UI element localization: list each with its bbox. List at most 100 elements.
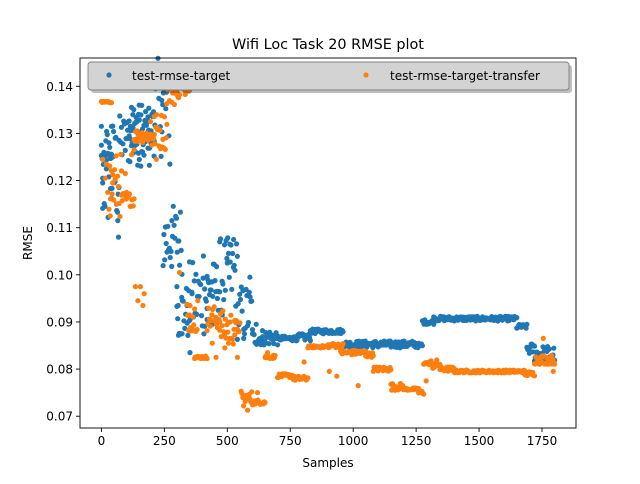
legend: test-rmse-target test-rmse-target-transf… [87,61,572,93]
data-point [225,235,231,241]
y-tick-label: 0.10 [46,268,73,282]
data-point [117,113,123,119]
data-point [175,302,181,309]
data-point [419,343,425,349]
x-tick-label: 250 [153,434,176,448]
data-point [178,247,184,253]
data-point [271,341,277,347]
data-point [143,122,149,128]
data-point [161,114,168,120]
data-point [234,253,240,259]
data-point [162,146,168,152]
data-point [170,203,176,209]
data-point [118,124,124,130]
data-point [236,329,242,335]
data-point [272,352,278,359]
data-point [136,102,142,108]
data-point [119,198,125,204]
legend-marker-test-rmse-target-transfer [363,72,369,78]
data-point [249,298,255,304]
data-point [237,296,244,303]
data-point [137,284,143,290]
data-point [110,180,116,186]
data-point [98,142,104,148]
data-point [169,218,175,224]
data-point [185,332,191,338]
data-point [120,141,126,147]
data-point [228,312,234,318]
data-point [305,375,311,381]
data-point [234,241,240,247]
data-point [247,294,253,300]
data-point [245,407,251,413]
data-point [253,321,259,327]
data-point [125,135,131,141]
data-point [129,152,135,158]
x-tick-label: 500 [216,434,239,448]
data-point [234,336,240,342]
data-point [191,278,197,284]
data-point [421,391,427,397]
data-point [122,147,128,153]
y-tick-label: 0.11 [46,221,73,235]
data-point [204,355,210,362]
data-point [136,117,142,123]
data-point [245,319,252,326]
data-point [209,312,215,318]
data-point [388,367,394,373]
data-point [207,323,213,329]
data-point [100,180,106,186]
data-point [127,159,133,165]
data-point [151,131,157,138]
y-tick-label: 0.13 [46,127,73,141]
data-point [102,175,108,181]
data-point [198,281,204,288]
data-point [226,274,232,280]
data-point [208,287,214,293]
data-point [134,128,140,134]
data-point [141,291,147,297]
data-point [143,109,149,115]
data-point [514,315,520,321]
data-point [214,288,220,294]
data-point [213,354,219,360]
data-point [217,327,223,333]
y-tick-label: 0.08 [46,363,73,377]
series-test-rmse-target-transfer [98,79,558,413]
data-point [203,298,209,304]
data-point [222,345,228,351]
data-point [219,323,225,329]
data-point [237,291,243,297]
data-point [146,162,152,168]
data-point [524,321,530,327]
data-point [196,293,202,300]
x-tick-label: 1250 [401,434,432,448]
data-point [200,275,206,281]
data-point [231,236,237,243]
series-test-rmse-target [98,55,558,364]
data-point [262,338,268,344]
data-point [100,156,106,162]
data-point [340,329,346,335]
data-point [171,101,177,108]
x-tick-label: 1000 [338,434,369,448]
data-point [115,218,121,224]
data-point [163,240,169,247]
data-point [127,123,133,129]
data-point [140,302,146,309]
data-point [550,368,556,374]
data-point [231,262,237,268]
data-point [221,242,228,248]
legend-marker-test-rmse-target [106,72,112,78]
data-point [200,253,206,259]
data-point [111,128,117,135]
data-point [102,203,108,209]
data-point [189,291,195,297]
data-point [103,161,109,167]
data-point [108,123,115,129]
data-point [229,286,235,292]
data-point [122,170,128,177]
legend-box [87,61,570,91]
data-point [225,329,231,335]
legend-label-test-rmse-target-transfer: test-rmse-target-transfer [390,69,540,83]
